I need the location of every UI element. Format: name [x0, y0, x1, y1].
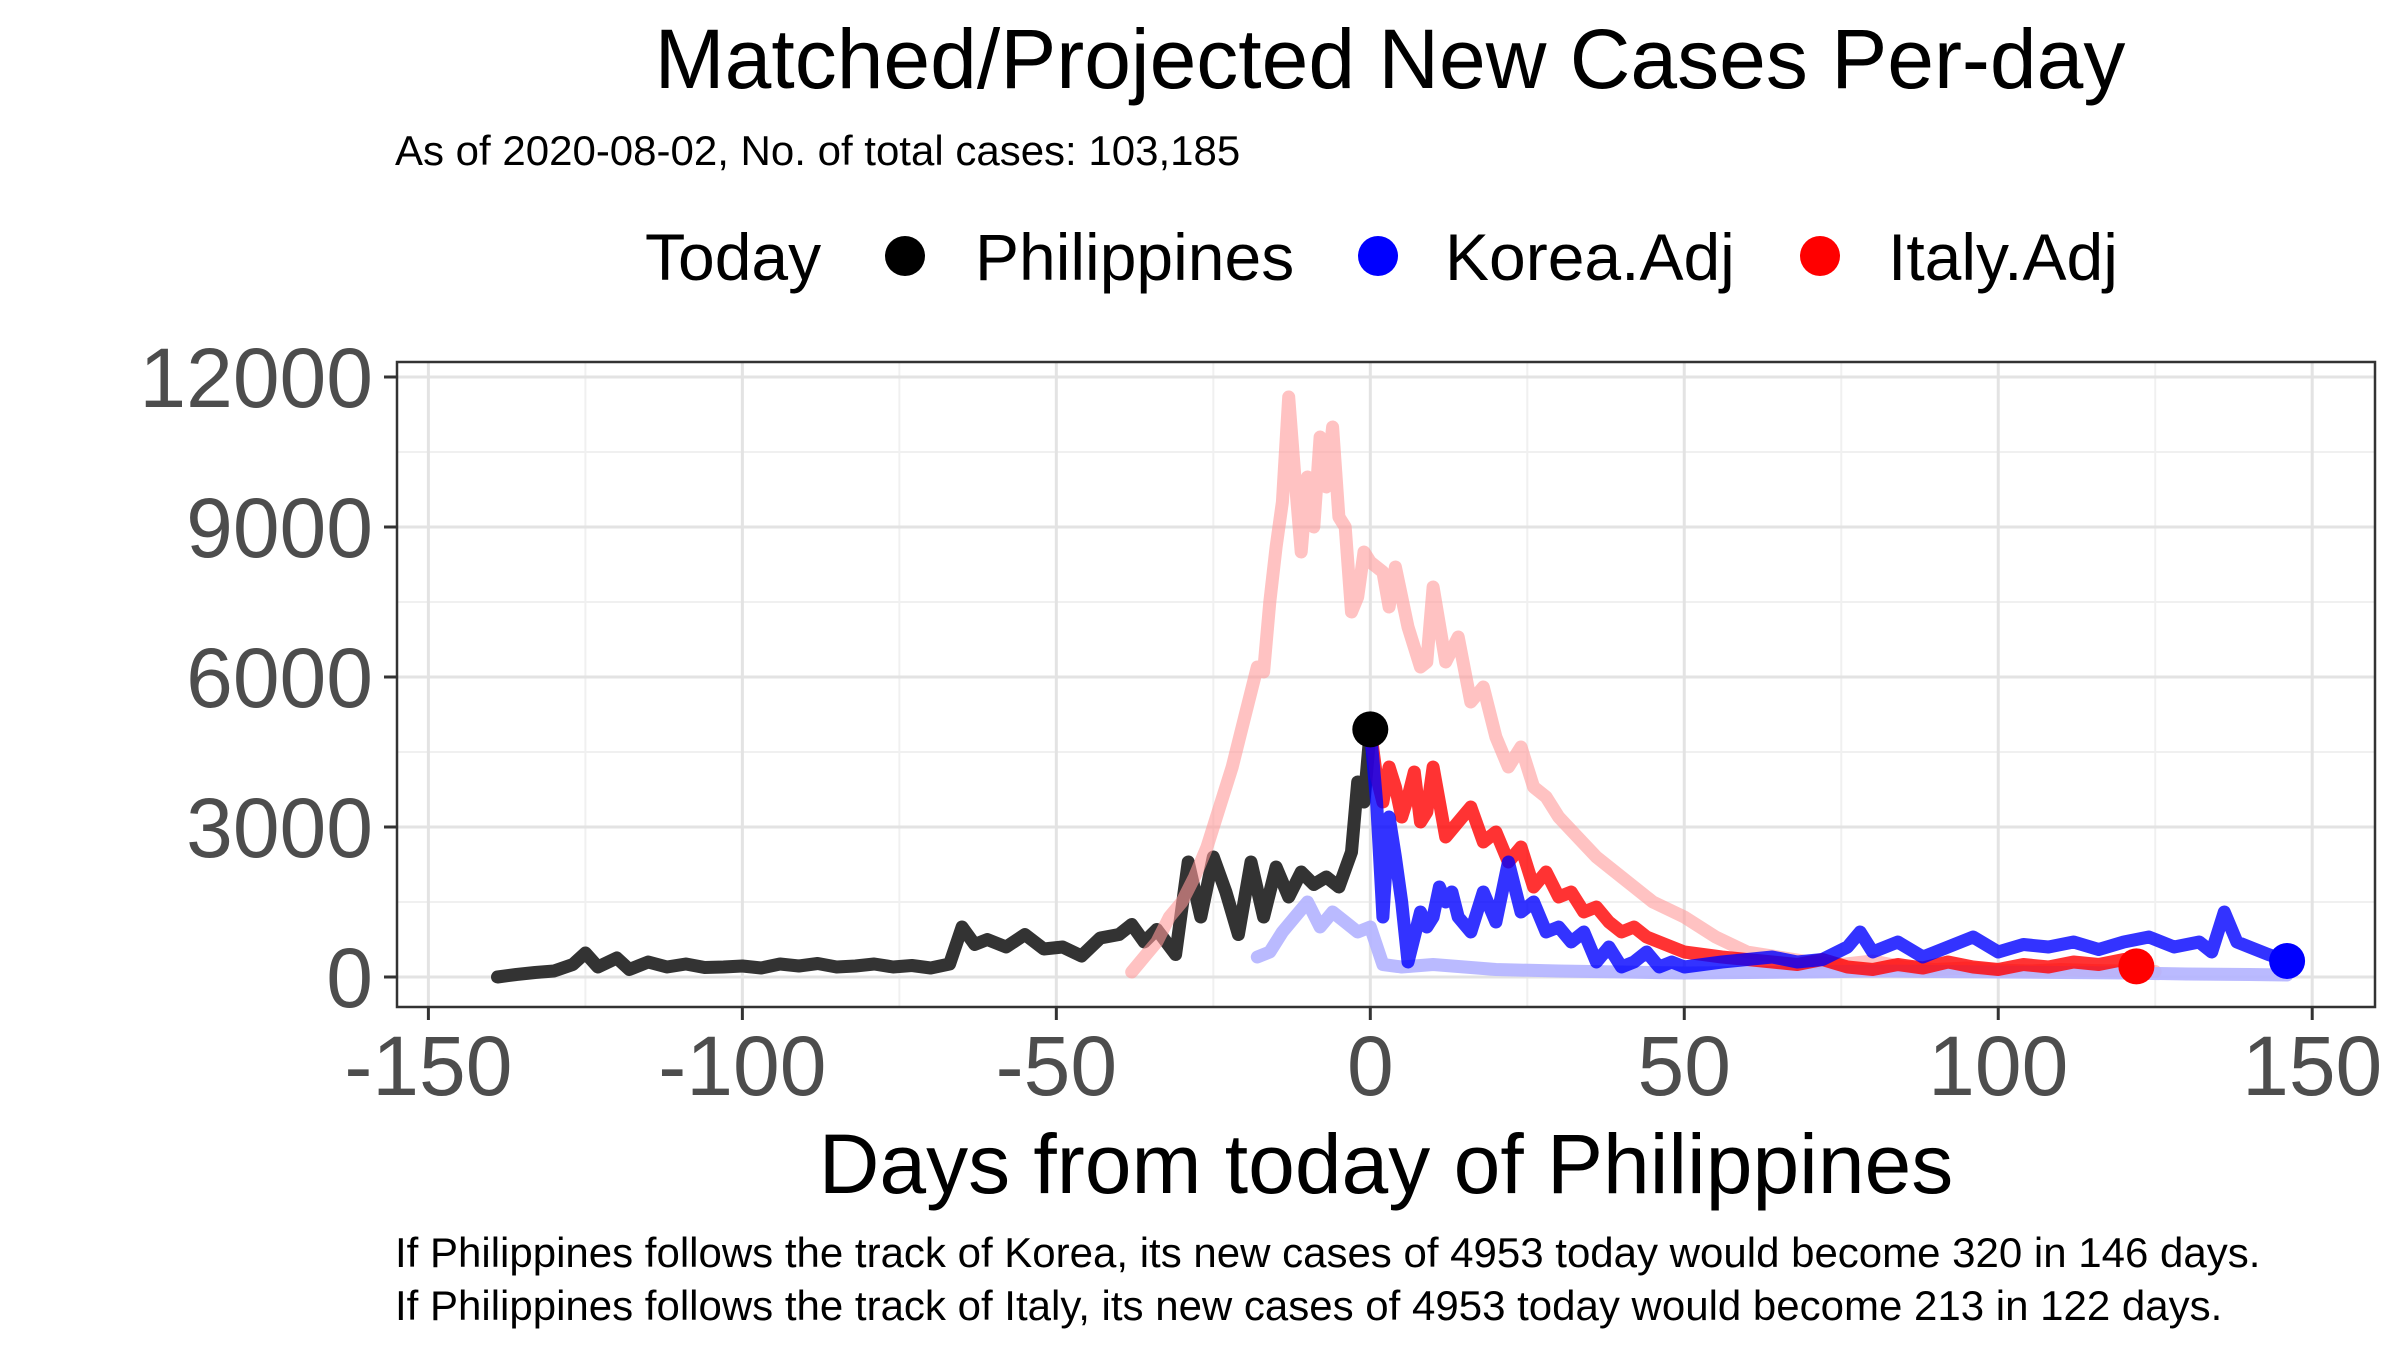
chart-subtitle: As of 2020-08-02, No. of total cases: 10… — [395, 127, 1240, 174]
caption-korea: If Philippines follows the track of Kore… — [395, 1229, 2260, 1276]
marker-philippines — [1352, 711, 1389, 748]
x-tick-label: -50 — [996, 1019, 1117, 1113]
y-tick-label: 3000 — [186, 781, 373, 875]
caption-italy: If Philippines follows the track of Ital… — [395, 1282, 2222, 1329]
legend-key-italy-adj — [1800, 236, 1840, 276]
legend-title: Today — [645, 220, 821, 294]
y-tick-label: 12000 — [139, 331, 373, 425]
y-tick-label: 9000 — [186, 481, 373, 575]
x-axis: -150 -100 -50 0 50 100 150 — [344, 1007, 2382, 1113]
legend-key-korea-adj — [1358, 236, 1398, 276]
x-tick-label: 50 — [1638, 1019, 1731, 1113]
x-axis-title: Days from today of Philippines — [819, 1117, 1954, 1211]
legend-label-philippines: Philippines — [975, 220, 1294, 294]
series-line-italy-adj — [1363, 722, 2143, 976]
y-axis: 0 3000 6000 9000 12000 — [139, 331, 397, 1025]
legend-key-philippines — [885, 236, 925, 276]
x-tick-label: 150 — [2242, 1019, 2382, 1113]
series-line-philippines — [491, 722, 1377, 984]
grid — [397, 362, 2375, 1007]
marker-italy-adj — [2118, 948, 2155, 985]
y-tick-label: 6000 — [186, 631, 373, 725]
series-line-korea-adj — [1363, 722, 2294, 974]
marker-layer — [1352, 711, 2306, 985]
plot-border — [395, 360, 2377, 1009]
series-layer — [491, 390, 2294, 984]
legend-label-italy-adj: Italy.Adj — [1888, 220, 2118, 294]
marker-korea-adj — [2269, 943, 2306, 979]
x-tick-label: -150 — [344, 1019, 512, 1113]
x-tick-label: -100 — [658, 1019, 826, 1113]
y-tick-label: 0 — [326, 931, 373, 1025]
legend: Today Philippines Korea.Adj Italy.Adj — [645, 220, 2118, 294]
series-line-korea-projection-basis — [1250, 895, 2294, 982]
legend-label-korea-adj: Korea.Adj — [1445, 220, 1735, 294]
chart-title: Matched/Projected New Cases Per-day — [655, 12, 2126, 106]
x-tick-label: 100 — [1928, 1019, 2068, 1113]
x-tick-label: 0 — [1347, 1019, 1394, 1113]
